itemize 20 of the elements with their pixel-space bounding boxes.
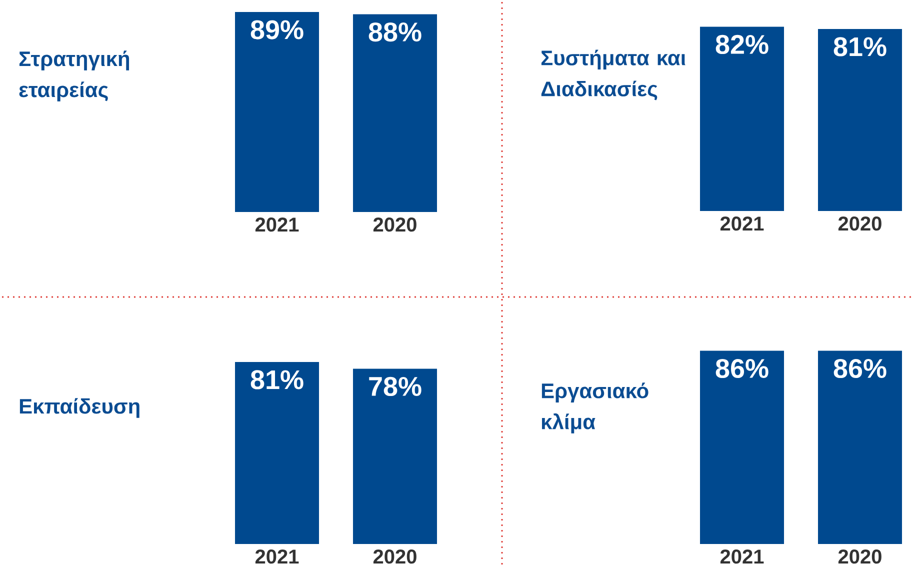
text: Συστήματα και Διαδικασίες [541, 50, 686, 100]
text: Στρατηγική εταιρείας [19, 50, 130, 102]
x-tick-label: 2021 [255, 550, 299, 564]
data-label: 81% [250, 370, 304, 390]
x-tick-label: 2021 [255, 218, 299, 232]
x-tick-label: 2021 [720, 550, 764, 564]
data-label: 81% [834, 37, 886, 56]
data-label: 86% [834, 358, 886, 378]
data-label: 78% [369, 376, 422, 396]
text: Εργασιακό κλίμα [542, 382, 648, 434]
data-label: 86% [716, 358, 768, 378]
data-label: 89% [250, 20, 304, 40]
x-tick-label: 2020 [373, 550, 416, 564]
x-tick-label: 2020 [838, 216, 882, 231]
x-tick-label: 2020 [838, 550, 882, 564]
x-tick-label: 2020 [373, 218, 416, 232]
data-label: 82% [716, 34, 768, 54]
data-label: 88% [368, 22, 422, 42]
text: Εκπαίδευση [20, 398, 140, 418]
x-tick-label: 2021 [720, 216, 764, 231]
